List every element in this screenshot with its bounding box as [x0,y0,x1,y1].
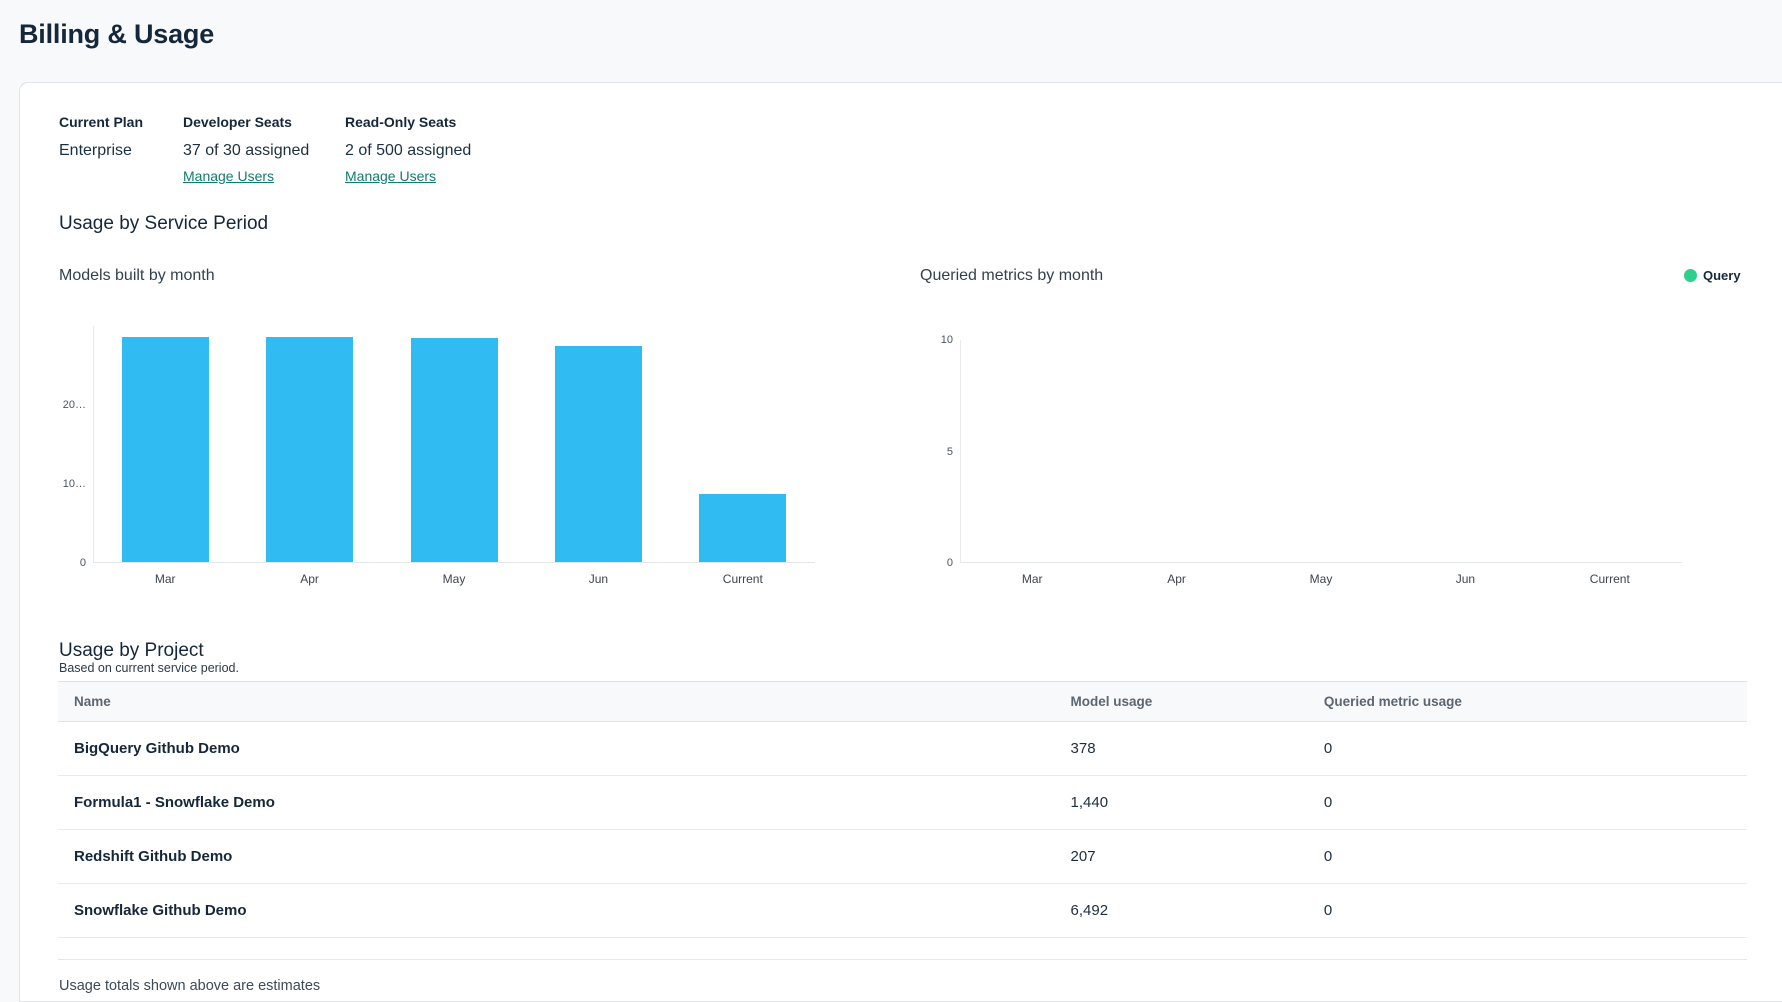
usage-by-project-title: Usage by Project [59,640,204,661]
x-axis-label-may: May [442,572,466,586]
queried-metric-usage-cell: 0 [1307,829,1747,884]
y-axis-line [960,340,961,563]
project-name-cell: Formula1 - Snowflake Demo [58,775,1055,830]
table-spacer-row [58,937,1747,960]
table-row: Redshift Github Demo 207 0 [58,829,1747,884]
read-only-seats-column: Read-Only Seats 2 of 500 assigned Manage… [345,114,471,184]
current-plan-value: Enterprise [59,142,132,159]
current-plan-column: Current Plan Enterprise [59,114,183,184]
project-name-cell: Redshift Github Demo [58,829,1055,884]
read-only-seats-label: Read-Only Seats [345,114,457,130]
model-usage-cell: 1,440 [1054,775,1308,830]
models-chart-plot: 0 10… 20… Mar Apr May Jun Current [63,326,815,586]
read-only-seats-value: 2 of 500 assigned [345,142,472,159]
bar-may [410,337,498,562]
model-usage-cell: 378 [1054,721,1308,776]
table-row: Formula1 - Snowflake Demo 1,440 0 [58,775,1747,830]
column-header-model-usage: Model usage [1054,681,1308,722]
table-row: Snowflake Github Demo 6,492 0 [58,883,1747,938]
bar-current [699,494,787,562]
queried-metric-usage-cell: 0 [1307,883,1747,938]
x-axis-label-current: Current [1589,572,1630,586]
column-header-queried-metric-usage: Queried metric usage [1307,681,1747,722]
table-header-row: Name Model usage Queried metric usage [58,681,1747,722]
model-usage-cell: 6,492 [1054,883,1308,938]
table-row: BigQuery Github Demo 378 0 [58,721,1747,776]
y-axis-tick-label: 5 [946,445,953,458]
x-axis-line [960,562,1682,563]
y-axis-line [93,326,94,563]
x-axis-label-apr: Apr [300,572,319,586]
x-axis-label-mar: Mar [1021,572,1043,586]
developer-seats-column: Developer Seats 37 of 30 assigned Manage… [183,114,345,184]
developer-seats-value: 37 of 30 assigned [183,142,310,159]
query-legend-label: Query [1703,268,1741,283]
queried-metric-usage-cell: 0 [1307,721,1747,776]
page-title: Billing & Usage [19,19,215,49]
bar-mar [121,336,209,562]
x-axis-label-jun: Jun [588,572,609,586]
x-axis-label-mar: Mar [154,572,176,586]
x-axis-line [93,562,815,563]
bar-jun [554,346,642,562]
usage-by-service-period-title: Usage by Service Period [59,213,269,234]
y-axis-tick-label: 0 [946,557,953,569]
query-legend: Query [1684,268,1741,283]
y-axis-tick-label: 0 [79,557,86,569]
model-usage-cell: 207 [1054,829,1308,884]
query-legend-dot-icon [1684,269,1697,282]
billing-usage-card: Current Plan Enterprise Developer Seats … [19,82,1782,1002]
x-axis-label-current: Current [722,572,763,586]
queried-chart-title: Queried metrics by month [920,267,1104,284]
developer-seats-label: Developer Seats [183,114,292,130]
queried-metric-usage-cell: 0 [1307,775,1747,830]
manage-users-link-readonly[interactable]: Manage Users [345,168,437,184]
project-name-cell: Snowflake Github Demo [58,883,1055,938]
queried-chart-plot: 0 5 10 Mar Apr May Jun Current [941,334,1682,586]
x-axis-label-apr: Apr [1167,572,1186,586]
y-axis-tick-label: 20… [62,399,86,411]
x-axis-label-jun: Jun [1455,572,1476,586]
current-plan-label: Current Plan [59,114,144,130]
y-axis-tick-label: 10 [940,334,953,346]
column-header-name: Name [58,681,1055,722]
models-chart-title: Models built by month [59,267,215,284]
x-axis-label-may: May [1309,572,1333,586]
usage-footer-note: Usage totals shown above are estimates [59,978,321,994]
y-axis-tick-label: 10… [62,478,86,490]
usage-by-project-subtitle: Based on current service period. [59,661,239,675]
project-name-cell: BigQuery Github Demo [58,721,1055,776]
usage-by-project-table: Name Model usage Queried metric usage BigQ… [58,681,1747,960]
manage-users-link-developer[interactable]: Manage Users [183,168,275,184]
bar-apr [266,337,354,562]
plan-summary: Current Plan Enterprise Developer Seats … [59,114,471,184]
